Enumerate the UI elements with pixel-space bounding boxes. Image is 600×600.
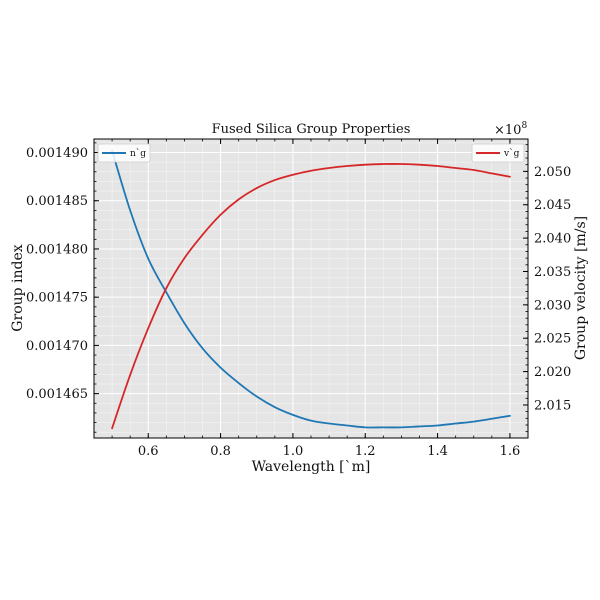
ticks: 0.6 0.8 1.0 1.2 1.4 1.6 0.001465 0.001470 0.0014… bbox=[26, 139, 571, 459]
y-right-tick-label: 2.025 bbox=[534, 332, 571, 347]
series-line-1 bbox=[111, 163, 511, 430]
y-left-tick-label: 0.001475 bbox=[26, 291, 88, 306]
legend-right-label: v`g bbox=[503, 148, 520, 159]
y-right-tick-label: 2.035 bbox=[534, 265, 571, 280]
y-right-tick-label: 2.050 bbox=[534, 165, 571, 180]
y-left-tick-label: 0.001490 bbox=[26, 146, 88, 161]
x-tick-label: 0.6 bbox=[138, 444, 159, 459]
legend-left: n`g bbox=[97, 143, 151, 163]
chart-title: Fused Silica Group Properties bbox=[212, 122, 411, 137]
y-right-tick-label: 2.040 bbox=[534, 232, 571, 247]
y-axis-label-right: Group velocity [m/s] bbox=[573, 216, 589, 360]
y-right-tick-label: 2.030 bbox=[534, 298, 571, 313]
y-right-tick-label: 2.015 bbox=[534, 398, 571, 413]
series-layer bbox=[111, 149, 511, 430]
x-tick-label: 0.8 bbox=[210, 444, 231, 459]
series-line-0 bbox=[111, 149, 511, 429]
x-axis-label: Wavelength [`m] bbox=[252, 459, 371, 475]
x-tick-label: 1.6 bbox=[500, 444, 521, 459]
legend-right: v`g bbox=[471, 143, 525, 163]
x-tick-label: 1.2 bbox=[355, 444, 376, 459]
y-left-tick-label: 0.001465 bbox=[26, 387, 88, 402]
y-right-tick-label: 2.020 bbox=[534, 365, 571, 380]
right-axis-multiplier: ×108 bbox=[494, 121, 527, 138]
x-tick-label: 1.4 bbox=[427, 444, 448, 459]
right-axis-multiplier-exponent: 8 bbox=[521, 121, 527, 131]
legend-left-label: n`g bbox=[130, 148, 146, 159]
y-left-tick-label: 0.001480 bbox=[26, 242, 88, 257]
y-right-tick-label: 2.045 bbox=[534, 198, 571, 213]
y-left-tick-label: 0.001470 bbox=[26, 339, 88, 354]
x-tick-label: 1.0 bbox=[283, 444, 304, 459]
y-left-tick-label: 0.001485 bbox=[26, 194, 88, 209]
right-axis-multiplier-base: ×10 bbox=[494, 123, 521, 138]
y-axis-label-left: Group index bbox=[10, 244, 26, 331]
